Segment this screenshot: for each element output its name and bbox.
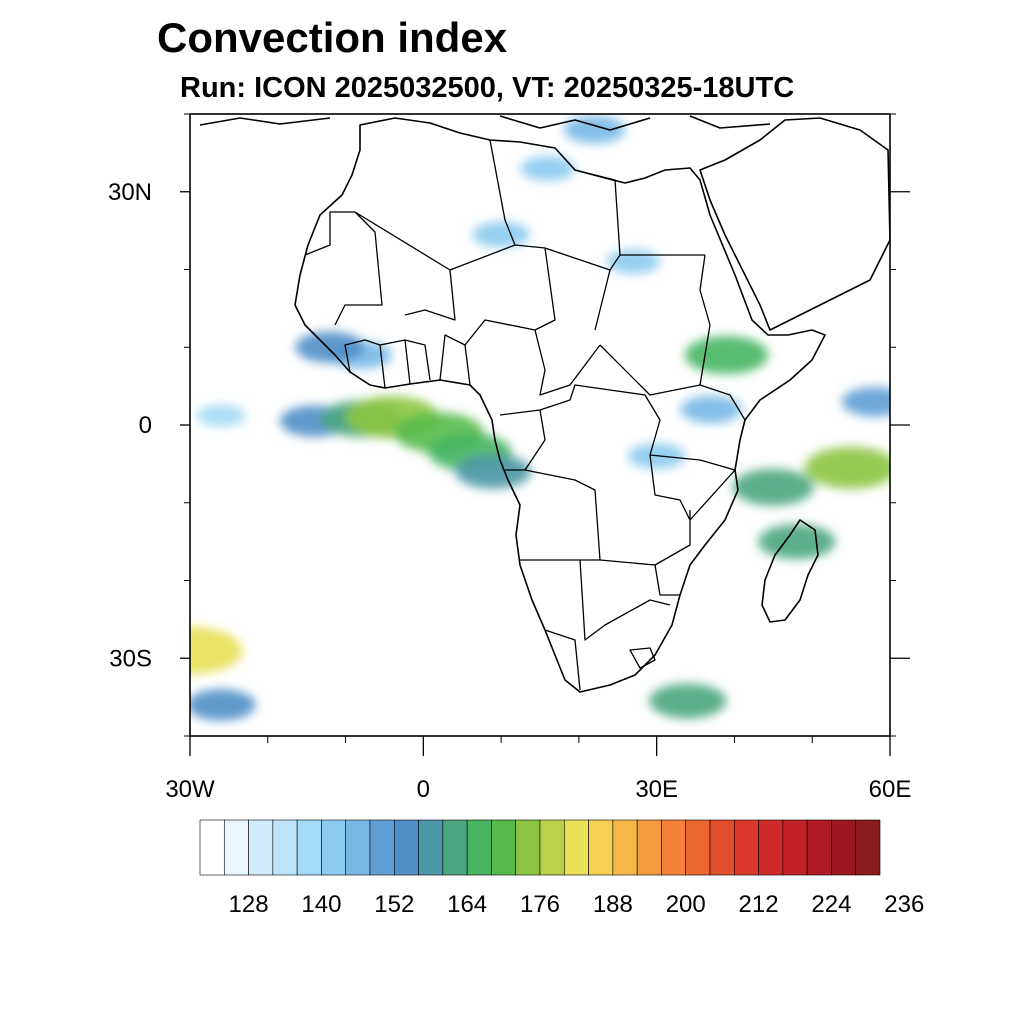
colorbar-swatch bbox=[733, 819, 759, 876]
colorbar-swatch bbox=[466, 819, 492, 876]
colorbar-swatch bbox=[563, 819, 589, 876]
colorbar-swatch bbox=[296, 819, 322, 876]
colorbar-label: 140 bbox=[301, 891, 341, 918]
lat-tick-label: 30S bbox=[109, 645, 152, 672]
convection-cell bbox=[295, 331, 365, 364]
colorbar-swatch bbox=[248, 819, 274, 876]
colorbar-swatch bbox=[515, 819, 541, 876]
colorbar-swatch bbox=[369, 819, 395, 876]
colorbar: 128 140 152 164 176 188 200 212 224 236 bbox=[199, 819, 924, 918]
colorbar-swatch bbox=[272, 819, 298, 876]
lon-tick-label: 30E bbox=[635, 776, 678, 803]
colorbar-swatch bbox=[539, 819, 565, 876]
lon-tick-label: 0 bbox=[417, 776, 430, 803]
convection-cell bbox=[455, 454, 532, 489]
madagascar-coastline bbox=[761, 519, 819, 623]
arabia-coastline bbox=[699, 117, 890, 331]
colorbar-swatch bbox=[393, 819, 419, 876]
colorbar-label: 152 bbox=[374, 891, 414, 918]
colorbar-swatch bbox=[831, 819, 857, 876]
lat-tick-label: 30N bbox=[108, 179, 152, 206]
convection-field bbox=[190, 115, 890, 721]
convection-cell bbox=[680, 395, 742, 424]
colorbar-label: 200 bbox=[666, 891, 706, 918]
colorbar-label: 212 bbox=[739, 891, 779, 918]
colorbar-swatch bbox=[685, 819, 711, 876]
colorbar-label: 236 bbox=[884, 891, 924, 918]
convection-cell bbox=[841, 386, 890, 417]
colorbar-label: 164 bbox=[447, 891, 487, 918]
country-borders bbox=[304, 139, 746, 691]
colorbar-swatch bbox=[855, 819, 881, 876]
colorbar-label: 188 bbox=[593, 891, 633, 918]
colorbar-swatch bbox=[321, 819, 347, 876]
colorbar-swatch bbox=[491, 819, 517, 876]
map-title: Convection index bbox=[157, 14, 508, 61]
map-subtitle: Run: ICON 2025032500, VT: 20250325-18UTC bbox=[180, 72, 795, 104]
colorbar-swatch bbox=[223, 819, 249, 876]
convection-cell bbox=[520, 155, 576, 181]
convection-cell bbox=[684, 336, 769, 375]
convection-cell bbox=[606, 249, 661, 274]
convection-cell bbox=[190, 689, 256, 721]
europe-coastline bbox=[199, 115, 771, 131]
colorbar-swatch bbox=[782, 819, 808, 876]
colorbar-swatch bbox=[806, 819, 832, 876]
colorbar-swatch bbox=[709, 819, 735, 876]
convection-cell bbox=[732, 468, 814, 506]
coastlines-and-borders bbox=[199, 115, 890, 693]
convection-cell bbox=[649, 683, 727, 719]
colorbar-swatch bbox=[442, 819, 468, 876]
lat-tick-label: 0 bbox=[139, 412, 152, 439]
lon-tick-label: 30W bbox=[165, 776, 215, 803]
convection-cell bbox=[190, 626, 243, 675]
colorbar-swatch bbox=[661, 819, 687, 876]
convection-cell bbox=[472, 221, 530, 248]
convection-cell bbox=[758, 524, 836, 560]
colorbar-swatch bbox=[612, 819, 638, 876]
convection-cell bbox=[804, 446, 890, 489]
colorbar-swatch bbox=[758, 819, 784, 876]
convection-cell bbox=[196, 404, 246, 427]
africa-coastline bbox=[294, 117, 826, 693]
colorbar-label: 224 bbox=[811, 891, 851, 918]
colorbar-label: 176 bbox=[520, 891, 560, 918]
colorbar-label: 128 bbox=[229, 891, 269, 918]
colorbar-swatch bbox=[199, 819, 225, 876]
colorbar-swatch bbox=[588, 819, 614, 876]
lon-tick-label: 60E bbox=[869, 776, 912, 803]
colorbar-swatch bbox=[345, 819, 371, 876]
map-axes: 30N 0 30S 30W 0 30E 60E bbox=[108, 113, 912, 803]
convection-cell bbox=[563, 115, 626, 144]
colorbar-swatch bbox=[636, 819, 662, 876]
colorbar-swatch bbox=[418, 819, 444, 876]
